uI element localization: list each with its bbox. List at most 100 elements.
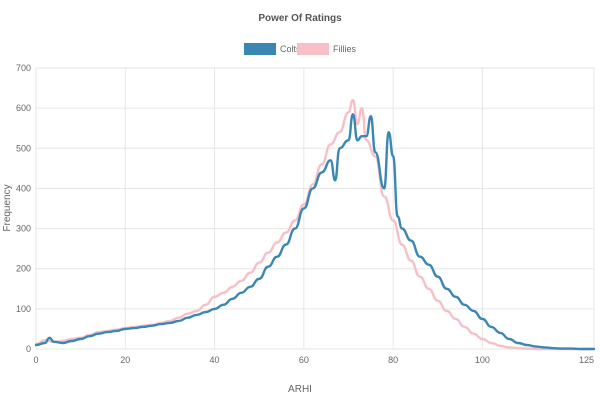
data-point-colts[interactable] bbox=[284, 242, 289, 247]
data-point-colts[interactable] bbox=[382, 186, 387, 191]
data-point-fillies[interactable] bbox=[212, 294, 217, 299]
data-point-colts[interactable] bbox=[230, 296, 235, 301]
data-point-fillies[interactable] bbox=[462, 324, 467, 329]
data-point-colts[interactable] bbox=[248, 284, 253, 289]
data-point-colts[interactable] bbox=[426, 262, 431, 267]
data-point-colts[interactable] bbox=[400, 226, 405, 231]
data-point-fillies[interactable] bbox=[275, 240, 280, 245]
data-point-colts[interactable] bbox=[507, 337, 512, 342]
data-point-colts[interactable] bbox=[257, 276, 262, 281]
data-point-colts[interactable] bbox=[266, 264, 271, 269]
data-point-colts[interactable] bbox=[560, 346, 565, 351]
data-point-colts[interactable] bbox=[310, 186, 315, 191]
data-point-fillies[interactable] bbox=[359, 106, 364, 111]
data-point-colts[interactable] bbox=[69, 339, 74, 344]
data-point-colts[interactable] bbox=[444, 286, 449, 291]
data-point-colts[interactable] bbox=[239, 290, 244, 295]
data-point-fillies[interactable] bbox=[391, 218, 396, 223]
data-point-fillies[interactable] bbox=[266, 250, 271, 255]
data-point-fillies[interactable] bbox=[350, 98, 355, 103]
data-point-fillies[interactable] bbox=[426, 286, 431, 291]
legend-item-colts[interactable]: Colts bbox=[244, 43, 301, 55]
data-point-colts[interactable] bbox=[337, 146, 342, 151]
data-point-fillies[interactable] bbox=[284, 230, 289, 235]
data-point-colts[interactable] bbox=[141, 324, 146, 329]
data-point-colts[interactable] bbox=[592, 347, 597, 352]
data-point-fillies[interactable] bbox=[471, 331, 476, 336]
data-point-colts[interactable] bbox=[123, 326, 128, 331]
data-point-fillies[interactable] bbox=[292, 218, 297, 223]
data-point-fillies[interactable] bbox=[328, 142, 333, 147]
data-point-fillies[interactable] bbox=[248, 270, 253, 275]
data-point-colts[interactable] bbox=[373, 150, 378, 155]
data-point-colts[interactable] bbox=[498, 330, 503, 335]
data-point-fillies[interactable] bbox=[319, 162, 324, 167]
data-point-colts[interactable] bbox=[87, 334, 92, 339]
data-point-fillies[interactable] bbox=[221, 290, 226, 295]
data-point-fillies[interactable] bbox=[346, 110, 351, 115]
data-point-colts[interactable] bbox=[328, 158, 333, 163]
data-point-colts[interactable] bbox=[221, 302, 226, 307]
data-point-colts[interactable] bbox=[569, 346, 574, 351]
data-point-colts[interactable] bbox=[185, 315, 190, 320]
data-point-fillies[interactable] bbox=[257, 260, 262, 265]
data-point-colts[interactable] bbox=[150, 323, 155, 328]
data-point-colts[interactable] bbox=[275, 254, 280, 259]
data-point-colts[interactable] bbox=[333, 178, 338, 183]
data-point-colts[interactable] bbox=[386, 130, 391, 135]
data-point-colts[interactable] bbox=[212, 306, 217, 311]
data-point-fillies[interactable] bbox=[400, 242, 405, 247]
data-point-colts[interactable] bbox=[319, 170, 324, 175]
data-point-fillies[interactable] bbox=[435, 298, 440, 303]
data-point-colts[interactable] bbox=[96, 331, 101, 336]
series-line-fillies[interactable] bbox=[34, 98, 596, 351]
data-point-fillies[interactable] bbox=[337, 130, 342, 135]
data-point-colts[interactable] bbox=[368, 114, 373, 119]
data-point-colts[interactable] bbox=[364, 134, 369, 139]
data-point-colts[interactable] bbox=[105, 330, 110, 335]
data-point-colts[interactable] bbox=[114, 328, 119, 333]
data-point-fillies[interactable] bbox=[498, 343, 503, 348]
legend-item-fillies[interactable]: Fillies bbox=[297, 43, 357, 55]
data-point-colts[interactable] bbox=[435, 274, 440, 279]
data-point-colts[interactable] bbox=[471, 308, 476, 313]
data-point-colts[interactable] bbox=[42, 341, 47, 346]
data-point-colts[interactable] bbox=[60, 341, 65, 346]
data-point-colts[interactable] bbox=[176, 318, 181, 323]
data-point-colts[interactable] bbox=[462, 302, 467, 307]
data-point-colts[interactable] bbox=[395, 214, 400, 219]
data-point-colts[interactable] bbox=[359, 134, 364, 139]
data-point-colts[interactable] bbox=[51, 339, 56, 344]
data-point-fillies[interactable] bbox=[409, 258, 414, 263]
data-point-colts[interactable] bbox=[534, 344, 539, 349]
data-point-colts[interactable] bbox=[489, 324, 494, 329]
data-point-colts[interactable] bbox=[350, 112, 355, 117]
data-point-fillies[interactable] bbox=[203, 302, 208, 307]
data-point-colts[interactable] bbox=[391, 154, 396, 159]
data-point-colts[interactable] bbox=[417, 254, 422, 259]
data-point-fillies[interactable] bbox=[516, 346, 521, 351]
data-point-colts[interactable] bbox=[34, 343, 39, 348]
data-point-fillies[interactable] bbox=[489, 341, 494, 346]
data-point-colts[interactable] bbox=[516, 341, 521, 346]
series-line-colts[interactable] bbox=[34, 113, 596, 351]
data-point-fillies[interactable] bbox=[444, 308, 449, 313]
data-point-colts[interactable] bbox=[301, 206, 306, 211]
data-point-fillies[interactable] bbox=[239, 278, 244, 283]
data-point-colts[interactable] bbox=[578, 347, 583, 352]
data-point-colts[interactable] bbox=[453, 294, 458, 299]
data-point-fillies[interactable] bbox=[230, 284, 235, 289]
data-point-fillies[interactable] bbox=[480, 337, 485, 342]
data-point-colts[interactable] bbox=[542, 345, 547, 350]
data-point-colts[interactable] bbox=[346, 138, 351, 143]
data-point-colts[interactable] bbox=[355, 138, 360, 143]
data-point-colts[interactable] bbox=[480, 316, 485, 321]
data-point-colts[interactable] bbox=[292, 226, 297, 231]
data-point-colts[interactable] bbox=[203, 310, 208, 315]
data-point-fillies[interactable] bbox=[382, 194, 387, 199]
data-point-colts[interactable] bbox=[167, 320, 172, 325]
data-point-colts[interactable] bbox=[194, 312, 199, 317]
data-point-colts[interactable] bbox=[551, 346, 556, 351]
data-point-colts[interactable] bbox=[525, 343, 530, 348]
data-point-fillies[interactable] bbox=[507, 345, 512, 350]
